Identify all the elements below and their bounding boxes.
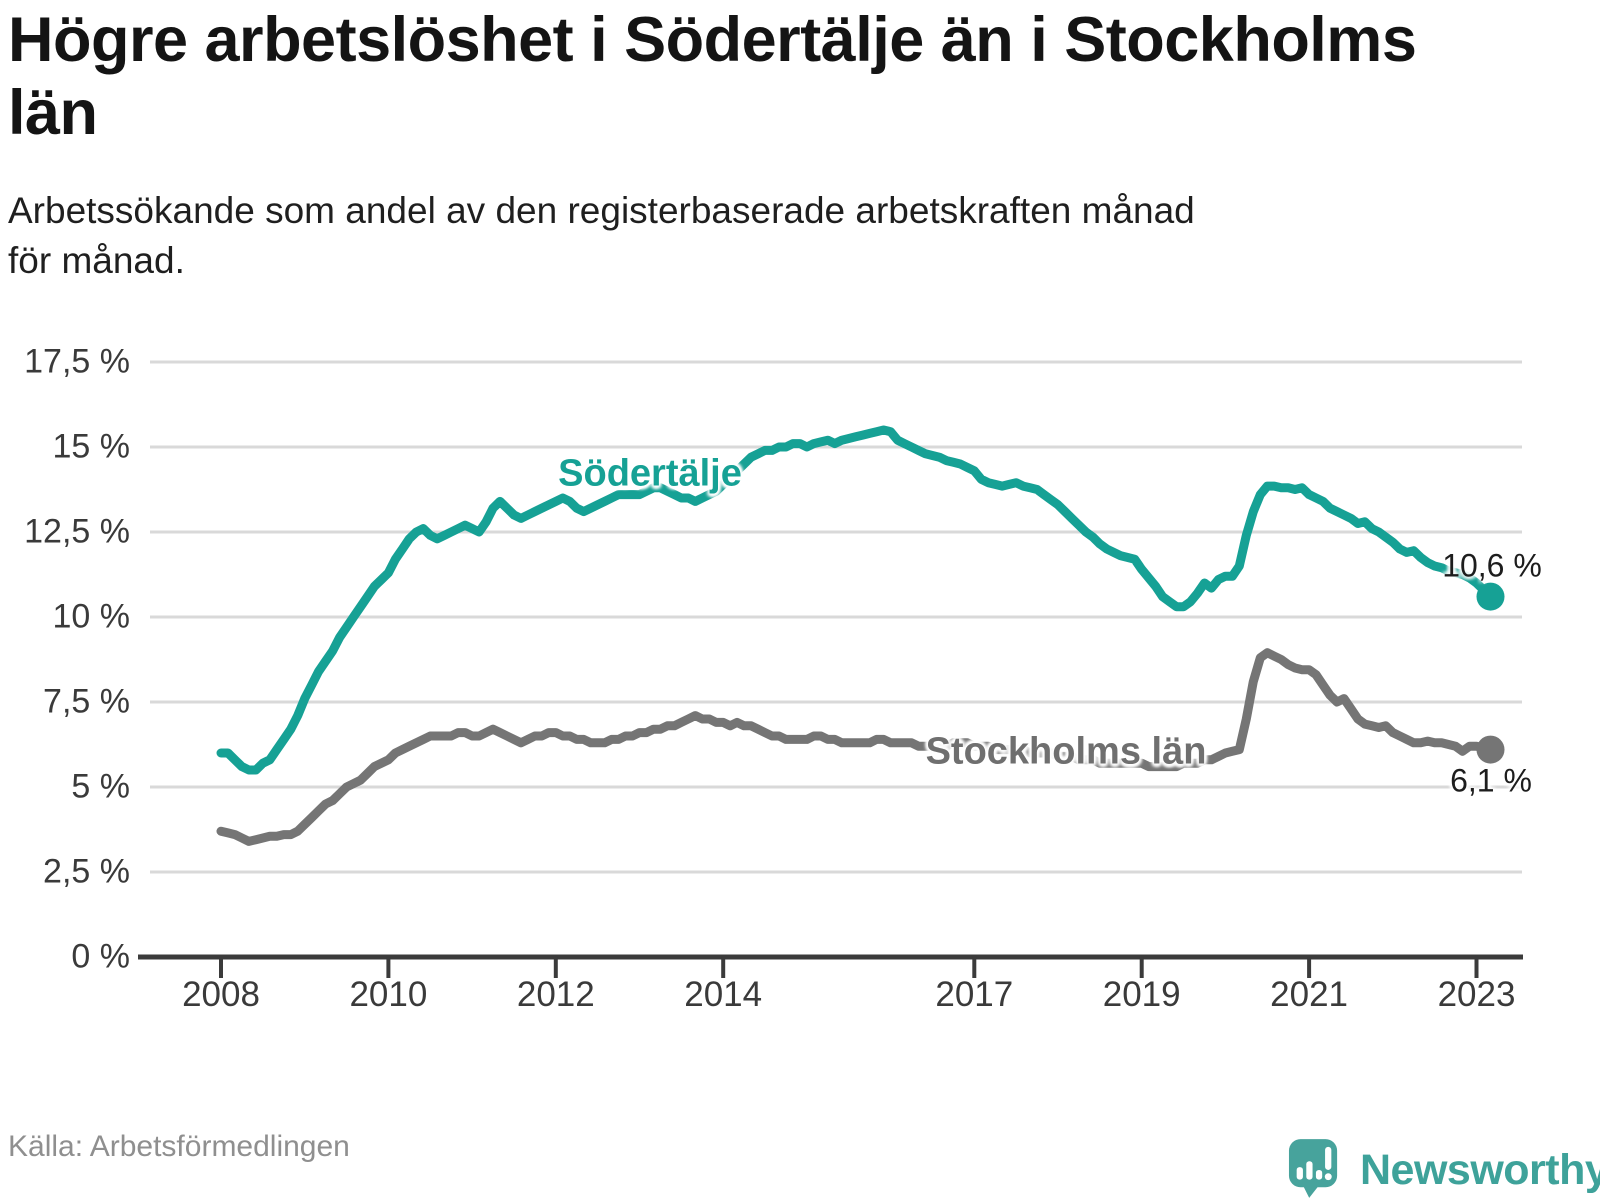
end-value-label-sodertalje: 10,6 %: [1442, 547, 1542, 584]
y-tick-label: 17,5 %: [24, 342, 130, 381]
y-tick-label: 5 %: [71, 767, 130, 806]
series-line-stockholms-lan: [216, 648, 1495, 846]
end-dot-stockholms-lan: [1476, 735, 1505, 764]
series-label-sodertalje: Södertälje: [558, 452, 742, 495]
y-tick-label: 15 %: [52, 427, 131, 466]
newsworthy-logo-icon: [1288, 1139, 1338, 1198]
y-tick-label: 7,5 %: [43, 682, 130, 721]
x-tick-label: 2019: [1102, 975, 1181, 1014]
y-tick-label: 0 %: [71, 937, 130, 976]
x-tick-label: 2023: [1437, 975, 1516, 1014]
y-tick-label: 2,5 %: [43, 852, 130, 891]
newsworthy-logo: Newsworthy: [1288, 1138, 1600, 1200]
newsworthy-logo-text: Newsworthy: [1360, 1145, 1600, 1194]
y-tick-label: 12,5 %: [24, 512, 130, 551]
chart-subtitle: Arbetssökande som andel av den registerb…: [8, 190, 1195, 281]
y-tick-label: 10 %: [52, 597, 131, 636]
series-line-sodertalje: [216, 425, 1495, 775]
x-tick-label: 2021: [1270, 975, 1349, 1014]
x-tick-label: 2017: [935, 975, 1014, 1014]
end-dot-sodertalje: [1476, 582, 1505, 611]
page-title: Högre arbetslöshet i Södertälje än i Sto…: [8, 5, 1417, 148]
series-label-stockholms-lan: Stockholms län: [925, 730, 1207, 773]
x-tick-label: 2014: [684, 975, 763, 1014]
x-tick-label: 2008: [182, 975, 260, 1014]
source-caption: Källa: Arbetsförmedlingen: [8, 1130, 350, 1163]
x-tick-label: 2012: [516, 975, 595, 1014]
x-tick-label: 2010: [349, 975, 428, 1014]
end-value-label-stockholms-lan: 6,1 %: [1450, 762, 1532, 799]
